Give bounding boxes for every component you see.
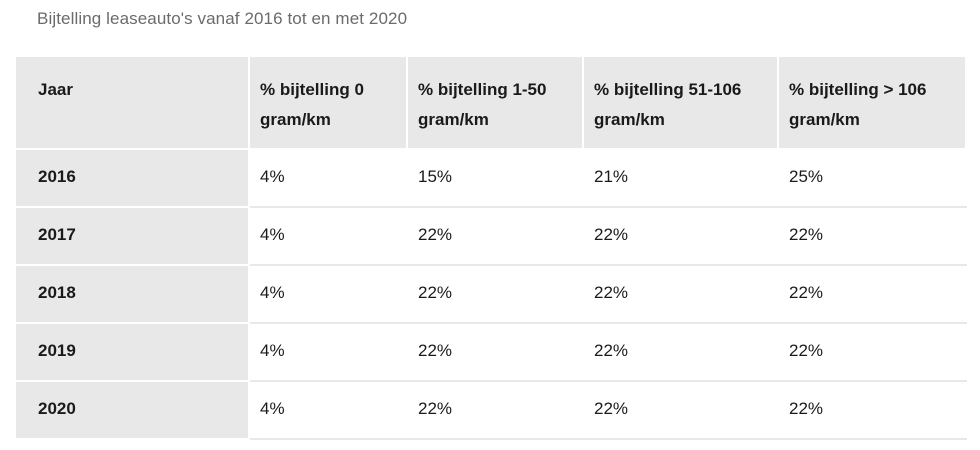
table-caption: Bijtelling leaseauto's vanaf 2016 tot en…	[37, 9, 408, 28]
table-cell: 22%	[406, 380, 584, 440]
table-cell: 22%	[406, 322, 584, 382]
table-cell: 22%	[777, 264, 967, 324]
table-cell: 22%	[582, 380, 779, 440]
column-header-0-gram: % bijtelling 0 gram/km	[248, 55, 408, 150]
column-header-year: Jaar	[14, 55, 250, 150]
table-cell: 22%	[406, 264, 584, 324]
table-cell: 22%	[582, 264, 779, 324]
table-cell: 22%	[777, 206, 967, 266]
table-cell: 22%	[406, 206, 584, 266]
row-year-cell: 2018	[14, 264, 250, 324]
table-row: 2017 4% 22% 22% 22%	[14, 206, 967, 266]
table-cell: 4%	[248, 380, 408, 440]
table-cell: 4%	[248, 148, 408, 208]
row-year-cell: 2016	[14, 148, 250, 208]
column-header-51-106-gram: % bijtelling 51-106 gram/km	[582, 55, 779, 150]
column-header-over-106-gram: % bijtelling > 106 gram/km	[777, 55, 967, 150]
table-cell: 22%	[582, 206, 779, 266]
row-year-cell: 2020	[14, 380, 250, 440]
table-cell: 4%	[248, 264, 408, 324]
column-header-1-50-gram: % bijtelling 1-50 gram/km	[406, 55, 584, 150]
table-cell: 22%	[777, 322, 967, 382]
table-cell: 22%	[777, 380, 967, 440]
table-cell: 22%	[582, 322, 779, 382]
table-cell: 25%	[777, 148, 967, 208]
table-cell: 4%	[248, 322, 408, 382]
table-cell: 4%	[248, 206, 408, 266]
table-header-row: Jaar % bijtelling 0 gram/km % bijtelling…	[14, 55, 967, 150]
row-year-cell: 2019	[14, 322, 250, 382]
lease-addition-table: Jaar % bijtelling 0 gram/km % bijtelling…	[14, 55, 967, 440]
table-row: 2019 4% 22% 22% 22%	[14, 322, 967, 382]
table-row: 2016 4% 15% 21% 25%	[14, 148, 967, 208]
row-year-cell: 2017	[14, 206, 250, 266]
table-cell: 21%	[582, 148, 779, 208]
table-row: 2020 4% 22% 22% 22%	[14, 380, 967, 440]
table-cell: 15%	[406, 148, 584, 208]
table-row: 2018 4% 22% 22% 22%	[14, 264, 967, 324]
